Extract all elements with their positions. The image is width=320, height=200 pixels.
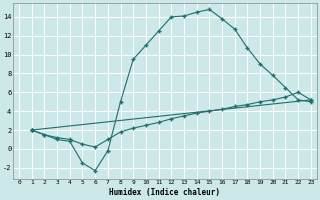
X-axis label: Humidex (Indice chaleur): Humidex (Indice chaleur) <box>109 188 220 197</box>
